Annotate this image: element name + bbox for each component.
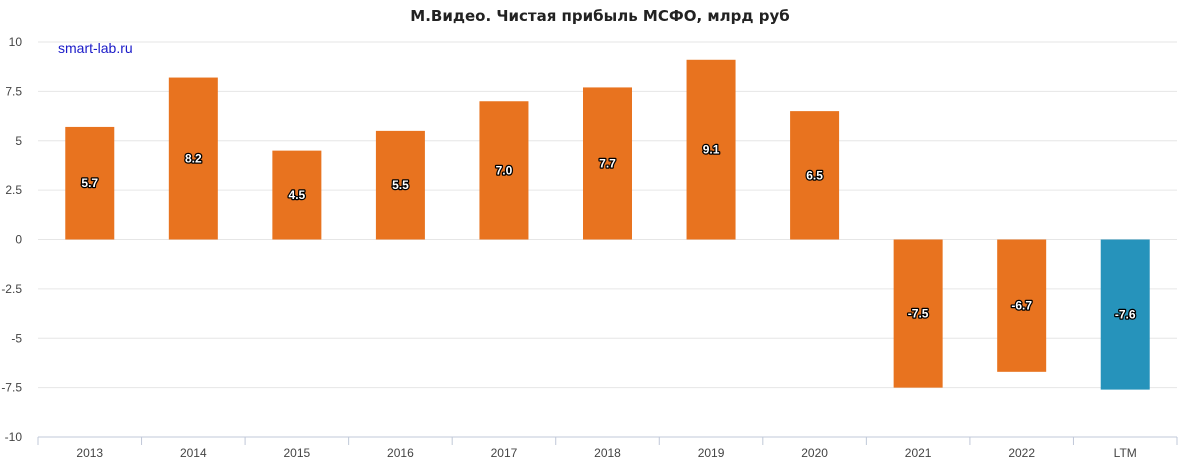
- bar-value-label: 4.5: [289, 188, 306, 202]
- bar: [272, 150, 322, 240]
- y-tick-label: -7.5: [1, 381, 22, 395]
- bar: [168, 77, 218, 240]
- x-tick-label: 2015: [284, 446, 311, 460]
- y-tick-label: -5: [11, 331, 22, 345]
- bar-value-label: -7.6: [1115, 308, 1136, 322]
- bar-value-label: 7.7: [599, 156, 616, 170]
- x-tick-label: 2020: [801, 446, 828, 460]
- bar-value-label: 5.7: [81, 176, 98, 190]
- bar: [583, 87, 632, 240]
- bar: [790, 111, 840, 240]
- bar-value-label: -6.7: [1011, 299, 1032, 313]
- y-tick-label: 7.5: [5, 84, 22, 98]
- bar-value-label: 7.0: [496, 163, 513, 177]
- x-tick-label: 2022: [1008, 446, 1035, 460]
- x-tick-label: 2018: [594, 446, 621, 460]
- y-tick-label: 10: [9, 35, 23, 49]
- bar: [1100, 239, 1150, 390]
- bar-value-label: 6.5: [806, 168, 823, 182]
- x-tick-label: 2017: [491, 446, 518, 460]
- x-tick-label: 2016: [387, 446, 414, 460]
- x-tick-label: LTM: [1114, 446, 1137, 460]
- bar: [893, 239, 943, 388]
- y-tick-label: -2.5: [1, 282, 22, 296]
- x-tick-label: 2021: [905, 446, 932, 460]
- x-axis: 2013 2014 2015 2016 2017 2018 2019 2020 2021 2022…: [37, 436, 1178, 460]
- x-tick-label: 2013: [76, 446, 103, 460]
- bar-value-label: 9.1: [703, 143, 720, 157]
- chart-title: М.Видео. Чистая прибыль МСФО, млрд руб: [410, 7, 789, 25]
- x-tick-label: 2019: [698, 446, 725, 460]
- bar-value-label: -7.5: [908, 307, 929, 321]
- bar: [997, 239, 1047, 372]
- x-tick-label: 2014: [180, 446, 207, 460]
- y-axis-ticks: 10 7.5 5 2.5 0 -2.5 -5 -7.5 -10: [1, 35, 22, 444]
- bar-value-label: 8.2: [185, 152, 202, 166]
- bars: [65, 59, 1150, 390]
- bar: [65, 126, 115, 240]
- y-tick-label: 2.5: [5, 183, 22, 197]
- watermark: smart-lab.ru: [58, 40, 133, 56]
- bar-value-labels: 5.7 8.2 4.5 5.5 7.0 7.7 9.1 6.5 -7.5 -6.7 -7.6: [80, 141, 1137, 322]
- bar: [375, 130, 425, 240]
- y-tick-label: 0: [15, 233, 22, 247]
- bar: [686, 59, 736, 240]
- bar: [479, 101, 529, 240]
- y-tick-label: -10: [5, 430, 23, 444]
- bar-value-label: 5.5: [392, 178, 409, 192]
- y-tick-label: 5: [15, 134, 22, 148]
